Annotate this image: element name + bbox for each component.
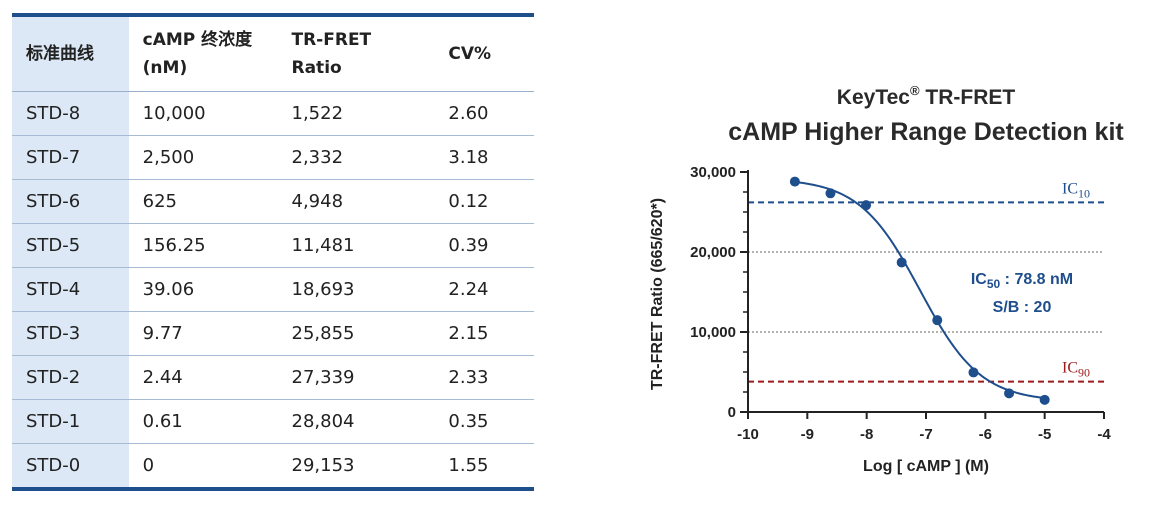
- cell-cv-percent: 0.35: [434, 399, 534, 444]
- x-axis-label: Log [ cAMP ] (M): [863, 458, 989, 475]
- cell-camp-concentration: 10,000: [128, 91, 278, 136]
- cell-standard-curve: STD-5: [12, 223, 129, 268]
- table-row: STD-3 9.77 25,855 2.15: [12, 311, 534, 356]
- header-tr-fret-ratio: TR-FRET Ratio: [277, 15, 435, 92]
- cell-camp-concentration: 0.61: [128, 399, 278, 444]
- cell-cv-percent: 2.60: [434, 91, 534, 136]
- cell-standard-curve: STD-7: [12, 135, 129, 180]
- data-point: [896, 257, 907, 268]
- chart-title-line2: cAMP Higher Range Detection kit: [728, 118, 1124, 146]
- cell-tr-fret-ratio: 28,804: [277, 399, 435, 444]
- table-row: STD-8 10,000 1,522 2.60: [12, 91, 534, 136]
- cell-camp-concentration: 39.06: [128, 267, 278, 312]
- cell-tr-fret-ratio: 18,693: [277, 267, 435, 312]
- table-row: STD-2 2.44 27,339 2.33: [12, 355, 534, 400]
- cell-cv-percent: 3.18: [434, 135, 534, 180]
- header-standard-curve: 标准曲线: [12, 15, 129, 92]
- cell-standard-curve: STD-6: [12, 179, 129, 224]
- data-point: [861, 200, 872, 211]
- cell-camp-concentration: 2.44: [128, 355, 278, 400]
- cell-cv-percent: 0.12: [434, 179, 534, 224]
- data-point: [968, 367, 979, 378]
- data-point: [1004, 388, 1015, 399]
- cell-tr-fret-ratio: 2,332: [277, 135, 435, 180]
- fit-curve: [794, 180, 1045, 400]
- cell-tr-fret-ratio: 1,522: [277, 91, 435, 136]
- cell-standard-curve: STD-8: [12, 91, 129, 136]
- cell-camp-concentration: 625: [128, 179, 278, 224]
- y-axis-label: TR-FRET Ratio (665/620*): [649, 198, 666, 390]
- x-tick-label: -10: [737, 426, 759, 443]
- data-point: [932, 315, 943, 326]
- x-tick-label: -7: [919, 426, 932, 443]
- standard-curve-table: 标准曲线 cAMP 终浓度 (nM) TR-FRET Ratio CV% STD-8…: [12, 13, 534, 491]
- cell-camp-concentration: 0: [142, 455, 155, 476]
- reference-line-label: IC10: [1062, 180, 1090, 200]
- table-header-row: 标准曲线 cAMP 终浓度 (nM) TR-FRET Ratio CV%: [12, 15, 534, 92]
- cell-camp-concentration: 9.77: [128, 311, 278, 356]
- dose-response-chart: KeyTec® TR-FRET cAMP Higher Range Detect…: [649, 83, 1124, 475]
- cell-standard-curve: STD-1: [12, 399, 129, 444]
- table-row: STD-5 156.25 11,481 0.39: [12, 223, 534, 268]
- cell-tr-fret-ratio: 25,855: [277, 311, 435, 356]
- cell-standard-curve: STD-0: [12, 443, 129, 489]
- data-point: [825, 188, 836, 199]
- table-row: STD-7 2,500 2,332 3.18: [12, 135, 534, 180]
- signal-background-annotation: S/B : 20: [993, 299, 1052, 316]
- ic50-annotation: IC50 : 78.8 nM: [971, 271, 1073, 291]
- table-row: STD-4 39.06 18,693 2.24: [12, 267, 534, 312]
- y-tick-label: 30,000: [690, 164, 736, 181]
- x-tick-label: -9: [801, 426, 814, 443]
- cell-cv-percent: 1.55: [448, 455, 489, 476]
- cell-cv-percent: 0.39: [434, 223, 534, 268]
- x-tick-label: -4: [1097, 426, 1111, 443]
- cell-tr-fret-ratio: 27,339: [277, 355, 435, 400]
- cell-standard-curve: STD-3: [12, 311, 129, 356]
- table-row: STD-6 625 4,948 0.12: [12, 179, 534, 224]
- cell-camp-concentration: 156.25: [128, 223, 278, 268]
- reference-line-label: IC90: [1062, 360, 1090, 380]
- table-row: STD-1 0.61 28,804 0.35: [12, 399, 534, 444]
- cell-tr-fret-ratio: 29,153: [291, 455, 355, 476]
- cell-cv-percent: 2.33: [434, 355, 534, 400]
- cell-tr-fret-ratio: 4,948: [277, 179, 435, 224]
- header-cv-percent: CV%: [434, 15, 534, 92]
- cell-cv-percent: 2.24: [434, 267, 534, 312]
- data-point: [789, 176, 800, 187]
- y-tick-label: 0: [728, 404, 736, 421]
- table-body: STD-8 10,000 1,522 2.60 STD-7 2,500 2,332 3.18 S…: [12, 91, 534, 489]
- cell-standard-curve: STD-2: [12, 355, 129, 400]
- chart-title-line1: KeyTec® TR-FRET: [837, 83, 1016, 109]
- plot-area: IC10 IC90 0 10,000 20,000 30,000 -10 -9 -8 -7 -6 -5…: [649, 164, 1111, 475]
- cell-camp-concentration: 2,500: [128, 135, 278, 180]
- x-tick-label: -8: [860, 426, 873, 443]
- cell-standard-curve: STD-4: [12, 267, 129, 312]
- x-tick-label: -5: [1038, 426, 1051, 443]
- x-tick-label: -6: [979, 426, 992, 443]
- table-row: STD-0 0 29,153 1.55: [12, 443, 534, 489]
- cell-cv-percent: 2.15: [434, 311, 534, 356]
- cell-tr-fret-ratio: 11,481: [277, 223, 435, 268]
- y-tick-label: 20,000: [690, 244, 736, 261]
- data-point: [1039, 394, 1050, 405]
- header-camp-concentration: cAMP 终浓度 (nM): [128, 15, 278, 92]
- y-tick-label: 10,000: [690, 324, 736, 341]
